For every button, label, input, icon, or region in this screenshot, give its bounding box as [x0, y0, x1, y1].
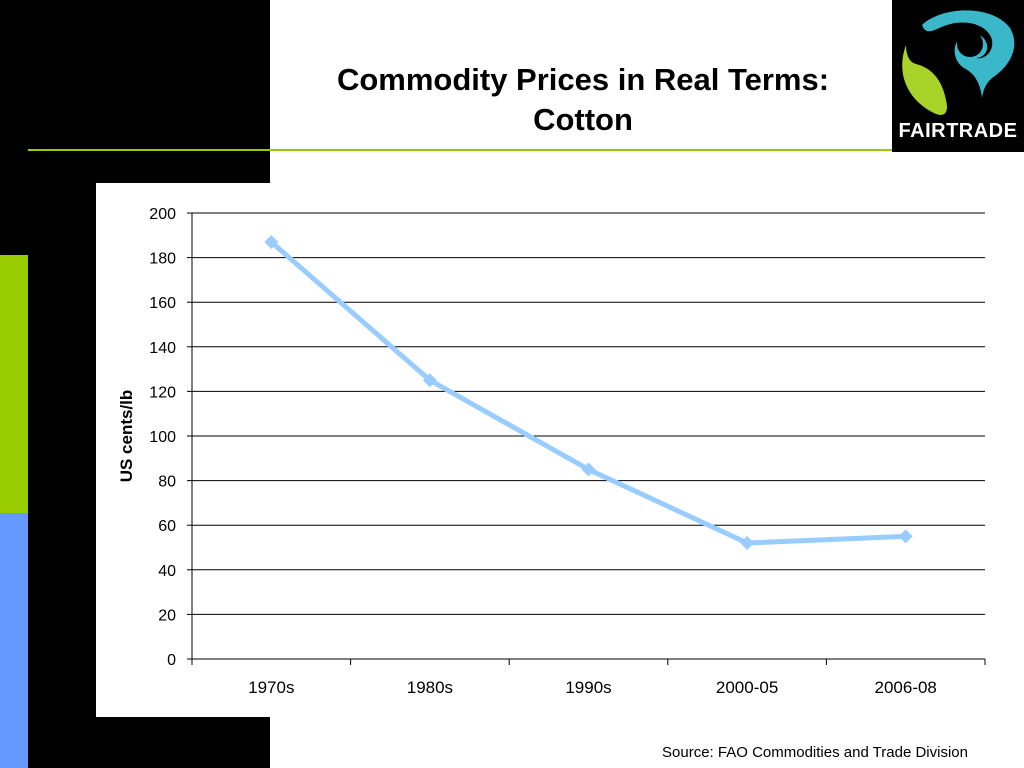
y-tick-label: 120: [149, 384, 176, 401]
series-cotton: [264, 234, 913, 551]
y-tick-label: 140: [149, 340, 176, 357]
x-tick-label: 1990s: [565, 678, 611, 697]
x-tick-label: 1970s: [248, 678, 294, 697]
series-line: [268, 239, 909, 546]
fairtrade-logo: FAIRTRADE: [892, 0, 1024, 152]
source-note: Source: FAO Commodities and Trade Divisi…: [662, 744, 968, 761]
line-chart: 0 20 40 60 80 100 120 140 160 180 200 1970s 1980s 199…: [117, 206, 986, 697]
chart-panel: 0 20 40 60 80 100 120 140 160 180 200 1970s 1980s 199…: [96, 183, 1000, 717]
gridlines: [192, 212, 985, 615]
data-point: [422, 373, 437, 388]
x-tick-label: 2006-08: [875, 678, 937, 697]
data-point: [581, 462, 596, 477]
y-tick-label: 200: [149, 206, 176, 223]
fairtrade-mark-icon: [902, 10, 1015, 115]
y-tick-label: 80: [158, 474, 176, 491]
axes: 0 20 40 60 80 100 120 140 160 180 200 1970s 1980s 199…: [149, 206, 986, 697]
y-tick-label: 20: [158, 607, 176, 624]
y-tick-label: 60: [158, 518, 176, 535]
x-tick-label: 2000-05: [716, 678, 778, 697]
slide-title: Commodity Prices in Real Terms: Cotton: [336, 62, 830, 137]
y-tick-label: 160: [149, 295, 176, 312]
data-point: [898, 529, 913, 544]
y-tick-label: 100: [149, 429, 176, 446]
data-point: [264, 234, 279, 249]
data-point: [740, 536, 755, 551]
blue-accent-bar: [0, 513, 28, 768]
x-tick-label: 1980s: [407, 678, 453, 697]
y-axis-label: US cents/lb: [117, 390, 136, 483]
logo-text: FAIRTRADE: [898, 120, 1018, 142]
y-tick-label: 40: [158, 563, 176, 580]
title-underline: [28, 149, 892, 151]
green-accent-bar: [0, 255, 28, 513]
y-tick-label: 0: [167, 652, 176, 669]
y-tick-label: 180: [149, 251, 176, 268]
